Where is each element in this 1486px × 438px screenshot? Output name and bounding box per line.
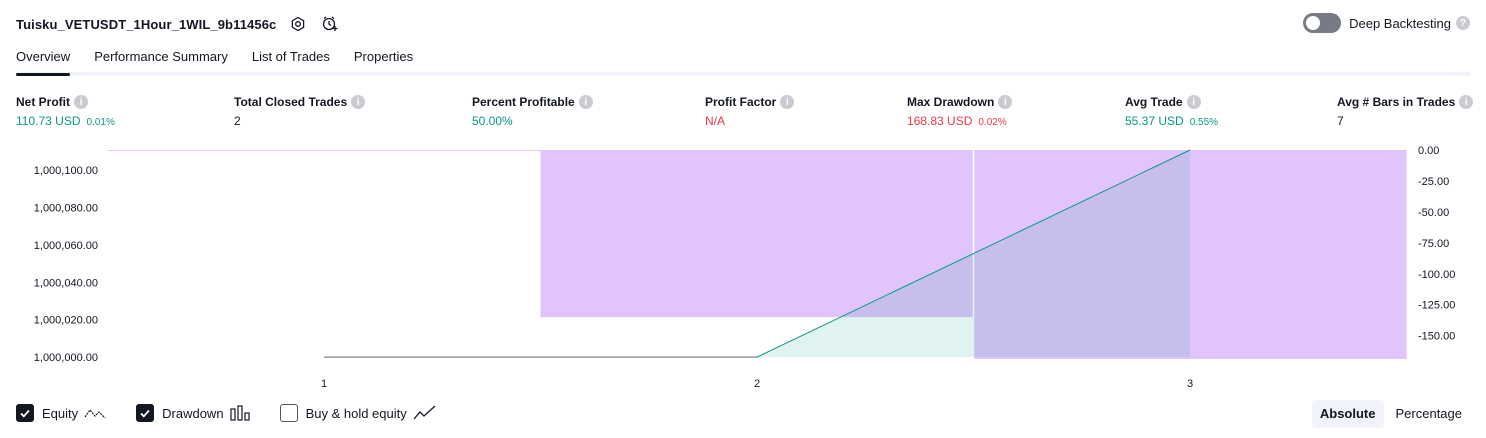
left-axis-tick: 1,000,060.00 <box>34 240 98 252</box>
metric-percent-profitable: Percent Profitable i 50.00% <box>472 94 593 128</box>
metric-net-profit: Net Profit i 110.73 USD 0.01% <box>16 94 115 128</box>
metric-avg-trade: Avg Trade i 55.37 USD 0.55% <box>1125 94 1218 128</box>
buy-hold-checkbox[interactable] <box>279 404 298 422</box>
deep-backtesting-toggle[interactable] <box>1303 13 1342 33</box>
drawdown-checkbox[interactable] <box>136 404 155 422</box>
metric-profit-factor: Profit Factor i N/A <box>705 94 795 128</box>
equity-line-icon <box>84 405 108 421</box>
add-alert-icon[interactable] <box>320 14 340 34</box>
chart-legend: Equity Drawdown Buy & hold equity <box>16 404 465 422</box>
info-icon[interactable]: i <box>351 95 366 109</box>
metric-value: 50.00% <box>472 114 513 128</box>
metric-label: Avg Trade <box>1125 95 1183 109</box>
metric-label: Max Drawdown <box>907 95 995 109</box>
left-axis-tick: 1,000,040.00 <box>34 277 98 289</box>
left-axis-tick: 1,000,080.00 <box>34 202 98 214</box>
tab-list-of-trades[interactable]: List of Trades <box>251 49 330 64</box>
tab-properties[interactable]: Properties <box>353 49 414 64</box>
left-axis-tick: 1,000,000.00 <box>34 352 98 364</box>
drawdown-bars-icon <box>229 405 252 421</box>
metric-value: N/A <box>705 114 726 128</box>
metric-label: Net Profit <box>16 95 70 109</box>
help-icon[interactable]: ? <box>1456 16 1470 30</box>
gear-icon[interactable] <box>288 14 308 34</box>
metric-avg-bars: Avg # Bars in Trades i 7 <box>1337 94 1474 128</box>
equity-checkbox[interactable] <box>16 404 34 422</box>
legend-label: Drawdown <box>162 405 224 421</box>
info-icon[interactable]: i <box>74 95 88 109</box>
right-axis-tick: -50.00 <box>1418 207 1449 219</box>
metric-percent: 0.01% <box>86 117 115 128</box>
equity-drawdown-chart[interactable]: 1,000,100.00 1,000,080.00 1,000,060.00 1,00… <box>0 140 1486 395</box>
strategy-header: Tuisku_VETUSDT_1Hour_1WIL_9b11456c <box>16 12 340 36</box>
metric-total-closed-trades: Total Closed Trades i 2 <box>234 94 366 128</box>
left-axis-tick: 1,000,020.00 <box>34 315 98 327</box>
metric-label: Avg # Bars in Trades <box>1337 95 1456 109</box>
metric-percent: 0.55% <box>1189 117 1219 128</box>
x-axis-tick: 1 <box>321 378 327 390</box>
percentage-button[interactable]: Percentage <box>1395 406 1463 421</box>
metric-value: 55.37 USD <box>1125 114 1184 128</box>
metric-max-drawdown: Max Drawdown i 168.83 USD 0.02% <box>907 94 1013 128</box>
equity-line <box>756 149 1191 358</box>
metric-label: Total Closed Trades <box>234 95 348 109</box>
metric-value: 168.83 USD <box>907 114 973 128</box>
deep-backtesting-label: Deep Backtesting <box>1349 15 1451 31</box>
right-axis-tick: 0.00 <box>1418 145 1439 157</box>
drawdown-bar-1 <box>540 150 974 318</box>
right-axis-tick: -25.00 <box>1418 176 1449 188</box>
metric-value: 7 <box>1337 114 1344 128</box>
right-axis-tick: -150.00 <box>1418 331 1455 343</box>
legend-buy-hold[interactable]: Buy & hold equity <box>279 404 437 422</box>
toggle-knob <box>1306 16 1321 30</box>
metric-percent: 0.02% <box>978 117 1007 128</box>
tab-performance-summary[interactable]: Performance Summary <box>94 49 228 64</box>
info-icon[interactable]: i <box>578 95 593 109</box>
x-axis-tick: 2 <box>754 378 760 390</box>
right-axis-tick: -125.00 <box>1418 300 1455 312</box>
legend-label: Equity <box>42 405 79 421</box>
tab-overview[interactable]: Overview <box>16 46 71 76</box>
display-mode-switch: Absolute Percentage <box>1308 400 1470 428</box>
strategy-title: Tuisku_VETUSDT_1Hour_1WIL_9b11456c <box>16 16 277 32</box>
right-axis-tick: -75.00 <box>1418 238 1449 250</box>
buy-hold-line-icon <box>413 405 437 421</box>
legend-label: Buy & hold equity <box>305 405 407 421</box>
info-icon[interactable]: i <box>998 95 1013 109</box>
absolute-button[interactable]: Absolute <box>1311 400 1384 428</box>
metric-value: 2 <box>234 114 241 128</box>
right-axis-tick: -100.00 <box>1418 269 1455 281</box>
info-icon[interactable]: i <box>1186 95 1201 109</box>
legend-equity[interactable]: Equity <box>16 404 108 422</box>
tab-bar: Overview Performance Summary List of Tra… <box>16 46 1470 76</box>
left-axis-tick: 1,000,100.00 <box>34 165 98 177</box>
info-icon[interactable]: i <box>1459 95 1474 109</box>
metric-value: 110.73 USD <box>16 114 81 128</box>
metric-label: Percent Profitable <box>472 95 575 109</box>
metric-label: Profit Factor <box>705 95 777 109</box>
legend-drawdown[interactable]: Drawdown <box>136 404 251 422</box>
info-icon[interactable]: i <box>780 95 795 109</box>
x-axis-tick: 3 <box>1187 378 1193 390</box>
deep-backtesting: Deep Backtesting ? <box>1303 13 1470 33</box>
drawdown-bar-2 <box>973 150 1407 359</box>
